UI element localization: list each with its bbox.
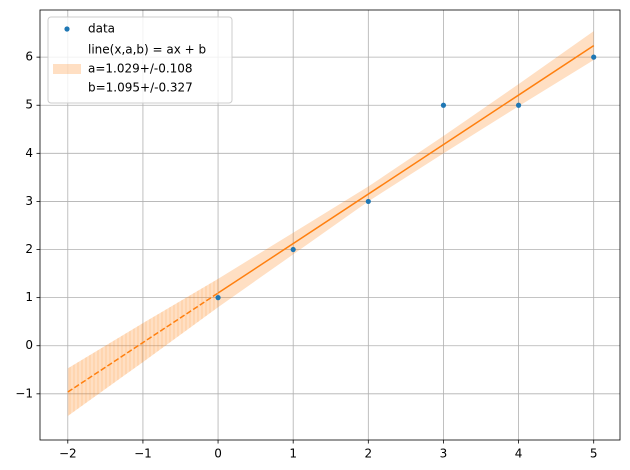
x-tick-label: −2: [59, 447, 77, 461]
y-tick-label: 5: [25, 98, 33, 112]
x-tick-label: 2: [364, 447, 372, 461]
legend-patch: [53, 64, 81, 74]
data-point: [365, 198, 371, 205]
legend-label: line(x,a,b) = ax + b: [88, 43, 206, 57]
data-point: [215, 295, 221, 301]
x-tick-label: −1: [134, 447, 152, 461]
y-tick-label: 4: [25, 146, 33, 160]
y-tick-label: −1: [15, 386, 33, 400]
data-point: [591, 54, 597, 60]
legend-label: a=1.029+/-0.108: [88, 62, 193, 76]
y-tick-label: 1: [25, 290, 33, 304]
x-tick-label: 1: [289, 447, 297, 461]
y-tick-label: 0: [25, 338, 33, 352]
x-tick-label: 5: [590, 447, 598, 461]
data-point: [440, 102, 447, 108]
extrapolation-line: [67, 292, 219, 393]
fit-line: [217, 44, 595, 294]
y-tick-label: 6: [25, 50, 33, 64]
legend-label: data: [88, 22, 115, 36]
legend-label: b=1.095+/-0.327: [88, 81, 193, 95]
y-tick-label: 2: [25, 242, 33, 256]
x-tick-label: 4: [515, 447, 523, 461]
data-point: [290, 246, 296, 253]
y-tick-label: 3: [25, 194, 33, 208]
x-tick-label: 3: [440, 447, 448, 461]
extrapolation-hatch: [67, 278, 219, 416]
legend-marker: [64, 26, 70, 32]
legend-box: [47, 16, 233, 104]
axes-frame: [39, 9, 621, 441]
data-point: [515, 102, 522, 108]
x-tick-label: 0: [214, 447, 222, 461]
